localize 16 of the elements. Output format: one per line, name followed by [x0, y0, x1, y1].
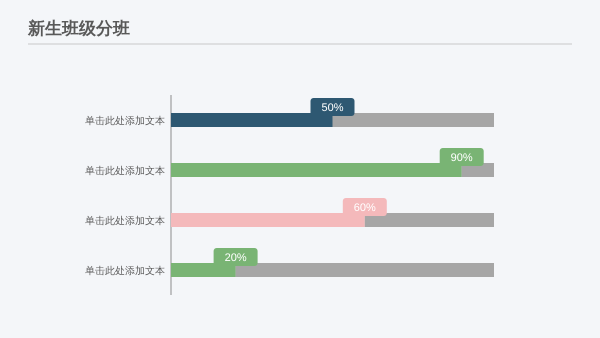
bar [171, 263, 236, 277]
data-label: 90% [450, 152, 473, 164]
bar [364, 213, 494, 227]
bar [171, 213, 365, 227]
bar [171, 163, 462, 177]
data-label: 50% [321, 102, 344, 114]
y-tick-label: 单击此处添加文本 [85, 165, 165, 177]
bar [332, 113, 494, 127]
bar [236, 263, 494, 277]
bar [171, 113, 332, 127]
y-tick-label: 单击此处添加文本 [85, 215, 165, 227]
y-tick-label: 单击此处添加文本 [85, 265, 165, 277]
y-tick-label: 单击此处添加文本 [85, 115, 165, 127]
data-label: 20% [224, 252, 247, 264]
data-label: 60% [354, 202, 376, 214]
chart-title: 新生班级分班 [27, 19, 130, 38]
